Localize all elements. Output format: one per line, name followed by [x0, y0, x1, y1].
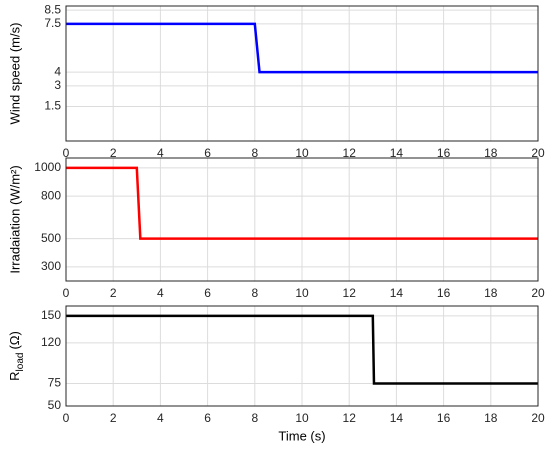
x-tick-label: 8	[251, 286, 258, 300]
x-tick-label: 18	[484, 286, 498, 300]
x-tick-label: 16	[437, 286, 451, 300]
axes-box	[65, 5, 539, 142]
x-tick-label: 10	[295, 286, 309, 300]
x-tick-label: 4	[157, 411, 164, 425]
x-tick-label: 8	[251, 411, 258, 425]
y-tick-label: 8.5	[44, 2, 61, 16]
y-label-sub: load	[15, 353, 26, 372]
x-tick-label: 0	[63, 146, 70, 160]
x-tick-label: 16	[437, 411, 451, 425]
y-tick-label: 150	[41, 308, 61, 322]
y-tick-label: 800	[41, 188, 61, 202]
x-tick-label: 14	[390, 286, 404, 300]
y-tick-label: 300	[41, 259, 61, 273]
x-tick-label: 20	[531, 146, 545, 160]
y-tick-label: 500	[41, 231, 61, 245]
y-axis-label: Rload (Ω)	[7, 331, 25, 381]
data-line	[66, 22, 538, 74]
y-tick-label: 50	[48, 398, 62, 412]
axes-box	[65, 305, 539, 407]
y-tick-label: 7.5	[44, 16, 61, 30]
x-tick-label: 6	[204, 411, 211, 425]
y-tick-label: 3	[54, 78, 61, 92]
x-tick-label: 10	[295, 411, 309, 425]
x-tick-label: 6	[204, 146, 211, 160]
x-tick-label: 20	[531, 411, 545, 425]
data-line	[66, 314, 538, 385]
x-tick-label: 14	[390, 411, 404, 425]
x-tick-label: 18	[484, 146, 498, 160]
y-axis-label: Wind speed (m/s)	[7, 23, 22, 125]
y-tick-label: 4	[54, 64, 61, 78]
x-tick-label: 16	[437, 146, 451, 160]
x-axis-label: Time (s)	[278, 428, 325, 443]
x-tick-label: 12	[343, 146, 357, 160]
x-tick-label: 0	[63, 411, 70, 425]
x-tick-label: 20	[531, 286, 545, 300]
x-tick-label: 12	[343, 411, 357, 425]
x-tick-label: 14	[390, 146, 404, 160]
x-tick-label: 2	[110, 146, 117, 160]
axes-box	[65, 157, 539, 282]
x-tick-label: 2	[110, 411, 117, 425]
x-tick-label: 4	[157, 286, 164, 300]
x-tick-label: 10	[295, 146, 309, 160]
y-tick-label: 1000	[34, 160, 61, 174]
x-tick-label: 8	[251, 146, 258, 160]
y-axis-label: Irradaiation (W/m²)	[7, 165, 22, 273]
x-tick-label: 6	[204, 286, 211, 300]
x-tick-label: 2	[110, 286, 117, 300]
x-tick-label: 0	[63, 286, 70, 300]
y-tick-label: 1.5	[44, 99, 61, 113]
x-tick-label: 18	[484, 411, 498, 425]
data-line	[66, 166, 538, 240]
y-tick-label: 120	[41, 335, 61, 349]
x-tick-label: 12	[343, 286, 357, 300]
x-tick-label: 4	[157, 146, 164, 160]
y-tick-label: 75	[48, 376, 62, 390]
y-label-main: R	[7, 371, 22, 380]
y-label-rest: (Ω)	[7, 331, 22, 349]
